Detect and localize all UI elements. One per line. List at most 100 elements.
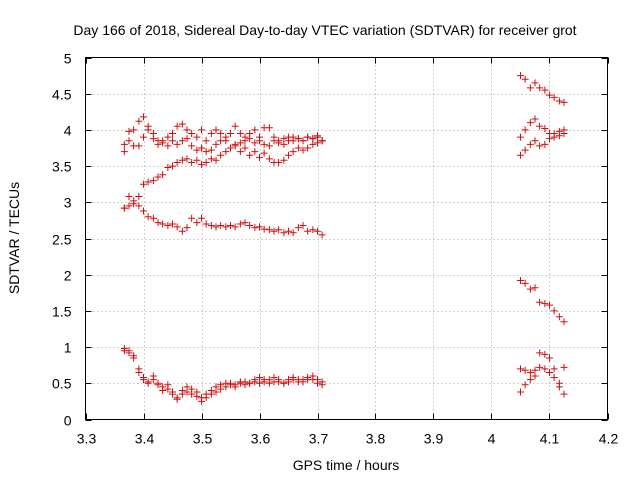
data-point xyxy=(193,392,201,400)
data-point xyxy=(207,146,215,154)
data-point xyxy=(536,349,544,357)
grid xyxy=(85,57,608,420)
data-point xyxy=(217,221,225,229)
data-point xyxy=(531,137,539,145)
data-point xyxy=(236,139,244,147)
data-points xyxy=(120,72,568,405)
data-point xyxy=(275,139,283,147)
series-sat-j xyxy=(517,276,568,326)
y-tick-label: 4 xyxy=(64,123,72,139)
data-point xyxy=(546,91,553,99)
data-point xyxy=(536,363,544,371)
data-point xyxy=(517,388,524,396)
data-point xyxy=(314,227,321,235)
data-point xyxy=(173,394,181,402)
data-point xyxy=(231,381,239,389)
data-point xyxy=(517,276,524,284)
data-point xyxy=(265,124,273,132)
data-point xyxy=(251,378,259,386)
data-point xyxy=(280,156,288,164)
data-point xyxy=(246,135,254,143)
data-point xyxy=(130,352,138,360)
data-point xyxy=(198,161,205,169)
data-point xyxy=(149,214,157,222)
data-point xyxy=(521,366,529,374)
data-point xyxy=(130,126,138,134)
data-point xyxy=(125,193,133,201)
data-point xyxy=(550,374,558,382)
x-tick-label: 3.7 xyxy=(309,431,329,447)
data-point xyxy=(217,130,225,138)
data-point xyxy=(236,378,244,386)
data-point xyxy=(140,180,147,188)
data-point xyxy=(125,202,133,210)
data-point xyxy=(193,146,201,154)
data-point xyxy=(173,223,181,231)
y-tick-label: 3 xyxy=(64,195,72,211)
data-point xyxy=(169,137,176,145)
data-point xyxy=(183,155,191,163)
data-point xyxy=(555,127,563,135)
x-tick-label: 3.4 xyxy=(135,431,155,447)
data-point xyxy=(193,156,201,164)
data-point xyxy=(135,117,143,125)
data-point xyxy=(164,385,172,393)
data-point xyxy=(202,220,210,228)
x-tick-labels: 3.3 3.4 3.5 3.6 3.7 3.8 3.9 4 4.1 4.2 xyxy=(77,431,619,447)
data-point xyxy=(159,139,167,147)
data-point xyxy=(183,135,191,143)
data-point xyxy=(207,155,215,163)
x-tick-label: 3.9 xyxy=(424,431,444,447)
data-point xyxy=(120,347,128,355)
y-tick-labels: 0 0.5 1 1.5 2 2.5 3 3.5 4 4.5 5 xyxy=(52,51,72,429)
data-point xyxy=(265,155,273,163)
y-tick-label: 0 xyxy=(64,413,72,429)
data-point xyxy=(541,86,549,94)
data-point xyxy=(212,156,220,164)
data-point xyxy=(555,313,563,321)
series-sat-b xyxy=(120,126,326,166)
data-point xyxy=(521,126,529,134)
data-point xyxy=(536,122,544,130)
data-point xyxy=(178,387,186,395)
data-point xyxy=(270,378,278,386)
data-point xyxy=(135,142,143,150)
data-point xyxy=(517,151,524,159)
data-point xyxy=(299,137,307,145)
data-point xyxy=(285,151,292,159)
data-point xyxy=(521,279,529,287)
data-point xyxy=(130,200,138,208)
data-point xyxy=(309,376,317,384)
data-point xyxy=(280,379,288,387)
data-point xyxy=(198,394,205,402)
data-point xyxy=(227,221,234,229)
data-point xyxy=(541,300,549,308)
data-point xyxy=(183,388,191,396)
data-point xyxy=(144,178,152,186)
series-sat-d xyxy=(120,193,326,239)
data-point xyxy=(198,214,205,222)
data-point xyxy=(517,365,524,373)
data-point xyxy=(140,374,147,382)
data-point xyxy=(144,126,152,134)
data-point xyxy=(531,366,539,374)
data-point xyxy=(217,151,225,159)
data-point xyxy=(207,130,215,138)
data-point xyxy=(169,162,176,170)
data-point xyxy=(227,379,234,387)
x-tick-label: 3.6 xyxy=(251,431,271,447)
data-point xyxy=(526,368,534,376)
data-point xyxy=(256,153,263,161)
data-point xyxy=(135,202,143,210)
data-point xyxy=(289,229,297,237)
data-point xyxy=(188,130,196,138)
data-point xyxy=(207,221,215,229)
data-point xyxy=(236,130,244,138)
data-point xyxy=(231,142,239,150)
data-point xyxy=(314,379,321,387)
data-point xyxy=(212,383,220,391)
data-point xyxy=(169,130,176,138)
data-point xyxy=(521,381,529,389)
data-point xyxy=(178,137,186,145)
